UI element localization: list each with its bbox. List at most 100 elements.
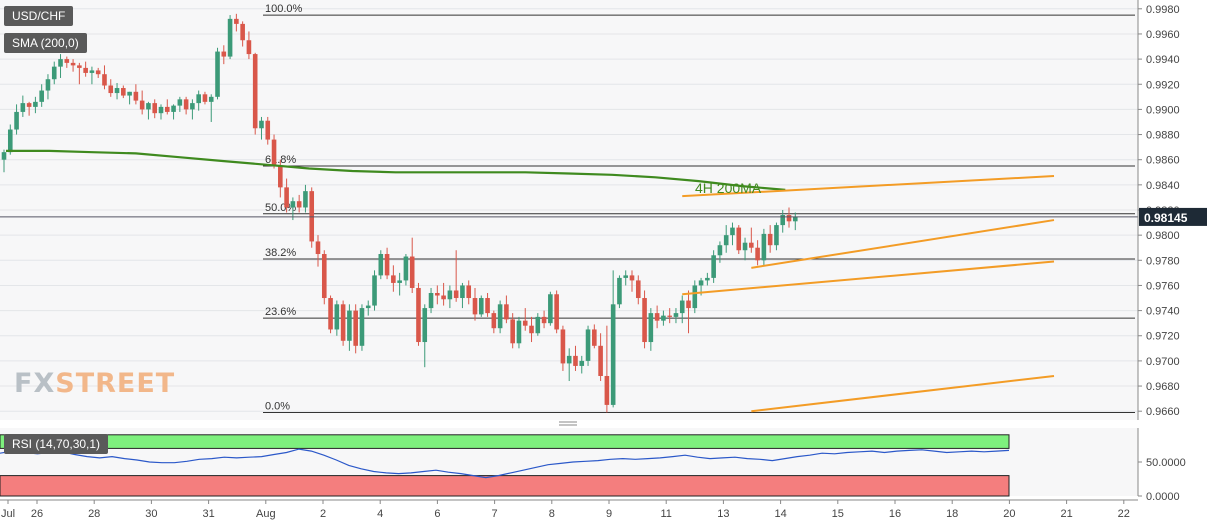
sma-200-line xyxy=(6,149,786,191)
candle-body xyxy=(723,235,729,246)
candle-body xyxy=(284,187,289,208)
candle-body xyxy=(529,325,534,334)
price-tick-label: 0.9780 xyxy=(1146,255,1180,267)
price-tick-label: 0.9940 xyxy=(1146,54,1180,66)
candle-body xyxy=(221,51,227,57)
price-tick-label: 0.9880 xyxy=(1146,130,1180,142)
candle-body xyxy=(447,290,453,300)
candle-body xyxy=(252,54,258,129)
candle-body xyxy=(554,294,559,330)
candle-body xyxy=(372,275,377,306)
panel-resize-handle[interactable] xyxy=(559,421,577,426)
indicator-label[interactable]: SMA (200,0) xyxy=(4,33,87,53)
candle-body xyxy=(127,91,132,96)
candle-body xyxy=(45,79,51,91)
candle-body xyxy=(303,191,308,208)
candle-body xyxy=(774,225,779,246)
current-price-label: 0.98145 xyxy=(1144,211,1188,225)
date-tick-label: 8 xyxy=(549,508,555,520)
candle-body xyxy=(196,94,201,104)
date-tick-label: 13 xyxy=(717,508,729,520)
candle-body xyxy=(365,305,371,309)
candle-body xyxy=(271,139,277,166)
candle-body xyxy=(642,298,647,343)
date-tick-label: 2 xyxy=(320,508,326,520)
candle-body xyxy=(535,316,541,334)
price-tick-label: 0.9660 xyxy=(1146,406,1180,418)
rsi-tick-label: 0.0000 xyxy=(1146,491,1180,503)
candle-body xyxy=(692,285,698,309)
candle-body xyxy=(422,308,428,343)
candle-body xyxy=(648,313,654,343)
candle-body xyxy=(133,91,139,101)
candle-body xyxy=(246,40,252,55)
candle-body xyxy=(384,254,390,276)
candle-body xyxy=(497,304,503,329)
candle-body xyxy=(579,360,585,366)
symbol-label[interactable]: USD/CHF xyxy=(4,6,74,26)
overlays xyxy=(0,149,1138,413)
candle-body xyxy=(667,315,672,317)
candle-body xyxy=(334,304,340,330)
date-tick-label: 4 xyxy=(377,508,383,520)
rsi-label[interactable]: RSI (14,70,30,1) xyxy=(4,434,109,454)
date-tick-label: 28 xyxy=(88,508,100,520)
candle-body xyxy=(661,315,666,321)
fib-level-label: 100.0% xyxy=(265,3,303,15)
candle-body xyxy=(522,320,528,326)
candle-body xyxy=(309,191,315,242)
candle-body xyxy=(359,308,365,346)
candle-body xyxy=(26,103,32,107)
rsi-overbought-zone xyxy=(0,434,1010,449)
candle-body xyxy=(466,285,472,299)
candle-body xyxy=(51,66,57,80)
candle-body xyxy=(673,313,679,317)
date-tick-label: 9 xyxy=(606,508,612,520)
candle-body xyxy=(736,227,742,251)
candle-body xyxy=(635,280,641,299)
candle-body xyxy=(328,298,333,330)
candle-body xyxy=(541,316,547,324)
candle-body xyxy=(202,94,208,102)
candle-body xyxy=(227,18,233,57)
candle-body xyxy=(767,233,773,246)
price-tick-label: 0.9740 xyxy=(1146,306,1180,318)
date-tick-label: 31 xyxy=(202,508,214,520)
date-tick-label: 30 xyxy=(145,508,157,520)
candle-body xyxy=(177,99,183,106)
candle-body xyxy=(610,304,616,405)
candle-body xyxy=(208,96,214,102)
candle-body xyxy=(698,280,704,286)
candle-body xyxy=(64,59,70,63)
candle-body xyxy=(1,152,7,160)
candle-body xyxy=(378,254,384,276)
price-tick-label: 0.9720 xyxy=(1146,331,1180,343)
candle-body xyxy=(730,227,735,236)
candle-body xyxy=(340,304,346,341)
price-tick-label: 0.9900 xyxy=(1146,104,1180,116)
candle-body xyxy=(629,275,635,281)
candle-body xyxy=(598,345,603,376)
candle-body xyxy=(397,280,402,283)
candle-body xyxy=(33,101,38,107)
candle-body xyxy=(478,298,484,315)
candle-body xyxy=(705,277,710,281)
candle-body xyxy=(164,106,170,112)
candle-body xyxy=(152,103,158,114)
candle-body xyxy=(435,292,440,296)
candle-body xyxy=(14,111,19,130)
candle-body xyxy=(573,355,578,366)
candle-body xyxy=(623,275,629,278)
candle-body xyxy=(83,67,88,73)
candle-body xyxy=(786,215,792,222)
price-tick-label: 0.9920 xyxy=(1146,79,1180,91)
candle-body xyxy=(428,292,434,309)
candle-body xyxy=(146,103,151,110)
candle-body xyxy=(171,105,176,112)
fib-level-label: 23.6% xyxy=(265,306,296,318)
date-tick-label: 7 xyxy=(492,508,498,520)
price-axis: 0.9980 0.9960 0.9940 0.9920 0.9900 0.9880 0.98… xyxy=(1137,0,1207,420)
candle-body xyxy=(89,70,95,73)
price-tick-label: 0.9680 xyxy=(1146,381,1180,393)
candle-body xyxy=(742,242,748,251)
